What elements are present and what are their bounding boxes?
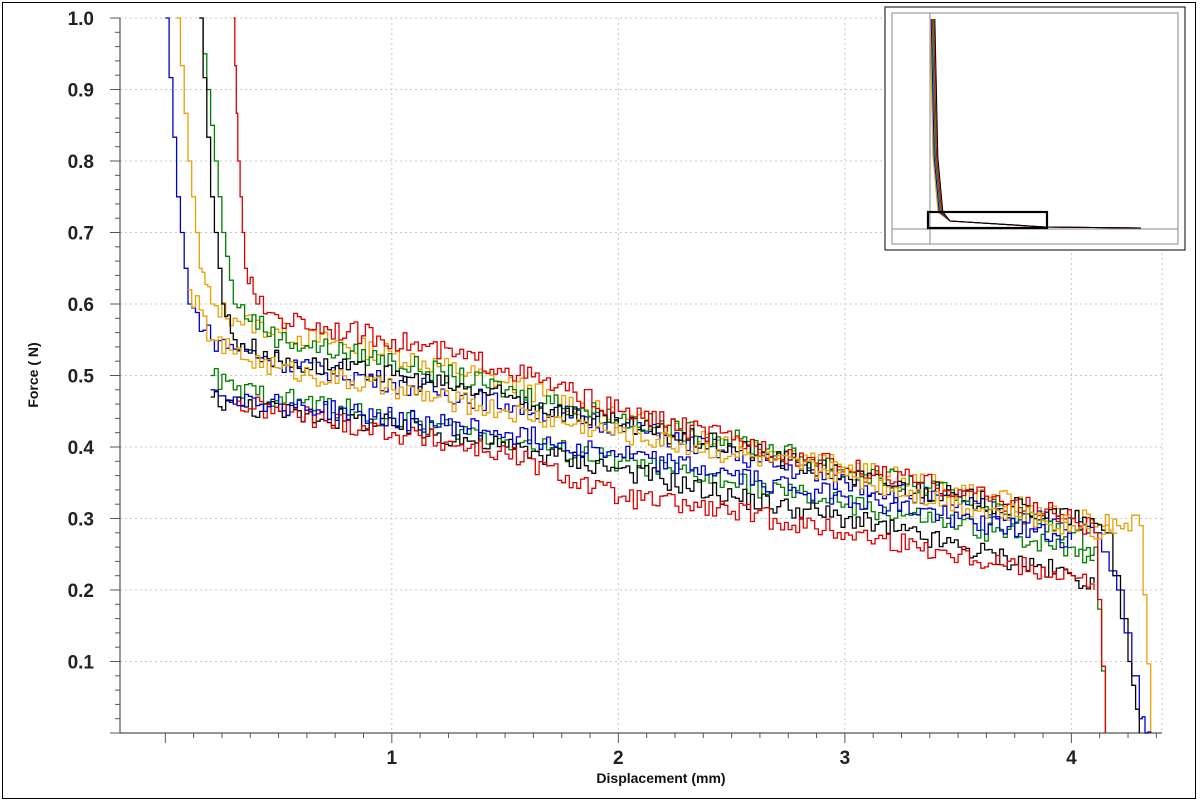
data-series-line (210, 391, 1095, 590)
y-axis-label: Force ( N) (25, 342, 41, 407)
tick-labels: 0.1 0.2 0.3 0.4 0.5 0.6 0.7 0.8 0.9 1.0 1 2 3 4 (68, 9, 1078, 769)
series-group (165, 17, 1152, 734)
y-tick-label: 0.1 (68, 653, 95, 674)
y-tick-label: 0.6 (68, 295, 94, 316)
x-tick-label: 3 (840, 748, 851, 769)
y-tick-label: 0.5 (68, 367, 95, 388)
grid (120, 17, 1163, 733)
y-tick-label: 1.0 (68, 9, 94, 30)
data-series-line (233, 17, 1107, 733)
y-tick-label: 0.8 (68, 152, 94, 173)
data-series-line (233, 396, 1095, 590)
x-tick-label: 4 (1066, 748, 1077, 769)
inset-zoom-rectangle (926, 210, 1049, 230)
axes (110, 17, 1162, 743)
data-series-line (199, 17, 1140, 733)
data-series-line (210, 389, 1073, 549)
data-series-line (210, 367, 1095, 564)
x-tick-label: 2 (613, 748, 624, 769)
x-axis-label: Displacement (mm) (596, 770, 725, 786)
y-tick-label: 0.9 (68, 81, 94, 102)
data-series-line (188, 289, 1118, 540)
x-tick-label: 1 (387, 748, 398, 769)
y-tick-label: 0.4 (68, 438, 95, 459)
y-tick-label: 0.3 (68, 510, 94, 531)
inset-series-line (934, 18, 1142, 229)
y-tick-label: 0.7 (68, 224, 94, 245)
inset-overview (884, 6, 1186, 251)
y-tick-label: 0.2 (68, 581, 94, 602)
